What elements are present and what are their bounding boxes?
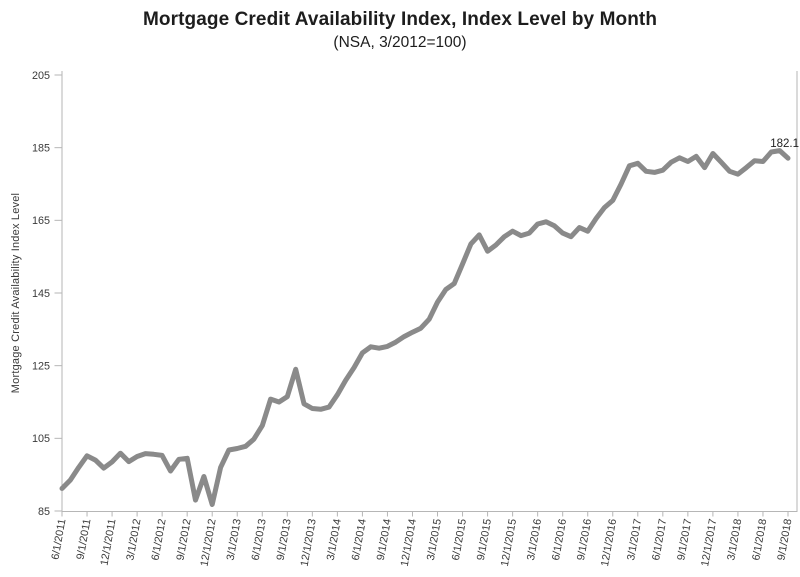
x-tick-label: 12/1/2017 <box>699 518 719 567</box>
x-tick-label: 6/1/2018 <box>750 518 769 561</box>
y-tick-label: 85 <box>38 506 50 518</box>
x-tick-label: 3/1/2013 <box>225 518 244 561</box>
x-tick-label: 3/1/2015 <box>425 518 444 561</box>
x-tick-label: 6/1/2013 <box>250 518 269 561</box>
x-tick-label: 9/1/2014 <box>375 518 394 561</box>
y-tick-label: 185 <box>32 142 50 154</box>
x-tick-label: 12/1/2014 <box>399 518 419 567</box>
x-tick-label: 12/1/2015 <box>499 518 519 567</box>
x-tick-label: 9/1/2015 <box>475 518 494 561</box>
y-axis-title: Mortgage Credit Availability Index Level <box>10 193 22 393</box>
axes <box>61 71 798 512</box>
x-tick-label: 12/1/2012 <box>199 518 219 567</box>
x-tick-label: 3/1/2016 <box>525 518 544 561</box>
x-tick-label: 3/1/2018 <box>725 518 744 561</box>
x-axis-ticks: 6/1/2011 9/1/2011 12/1/2011 3/1/2012 6/1/201… <box>49 512 794 567</box>
y-tick-label: 145 <box>32 288 50 300</box>
x-tick-label: 6/1/2015 <box>450 518 469 561</box>
x-tick-label: 12/1/2011 <box>99 518 119 567</box>
chart-title: Mortgage Credit Availability Index, Inde… <box>142 9 658 30</box>
y-axis-ticks: 85 105 125 145 165 185 205 <box>32 70 62 518</box>
x-tick-label: 12/1/2016 <box>599 518 619 567</box>
x-tick-label: 9/1/2017 <box>675 518 694 561</box>
x-tick-label: 6/1/2014 <box>350 518 369 561</box>
x-tick-label: 6/1/2012 <box>149 518 168 561</box>
x-tick-label: 9/1/2012 <box>175 518 194 561</box>
x-tick-label: 3/1/2014 <box>325 518 344 561</box>
x-tick-label: 9/1/2016 <box>575 518 594 561</box>
x-tick-label: 3/1/2012 <box>124 518 143 561</box>
y-tick-label: 105 <box>32 433 50 445</box>
x-tick-label: 9/1/2018 <box>775 518 794 561</box>
chart-subtitle: (NSA, 3/2012=100) <box>333 34 467 51</box>
x-tick-label: 9/1/2013 <box>275 518 294 561</box>
x-tick-label: 6/1/2016 <box>550 518 569 561</box>
x-tick-label: 12/1/2013 <box>299 518 319 567</box>
mcai-series-line <box>59 148 791 507</box>
y-tick-label: 205 <box>32 70 50 82</box>
x-tick-label: 3/1/2017 <box>625 518 644 561</box>
x-tick-label: 6/1/2017 <box>650 518 669 561</box>
last-value-annotation: 182.1 <box>770 138 799 150</box>
x-tick-label: 9/1/2011 <box>75 518 94 561</box>
x-tick-label: 6/1/2011 <box>49 518 68 561</box>
y-tick-label: 125 <box>32 360 50 372</box>
y-tick-label: 165 <box>32 215 50 227</box>
